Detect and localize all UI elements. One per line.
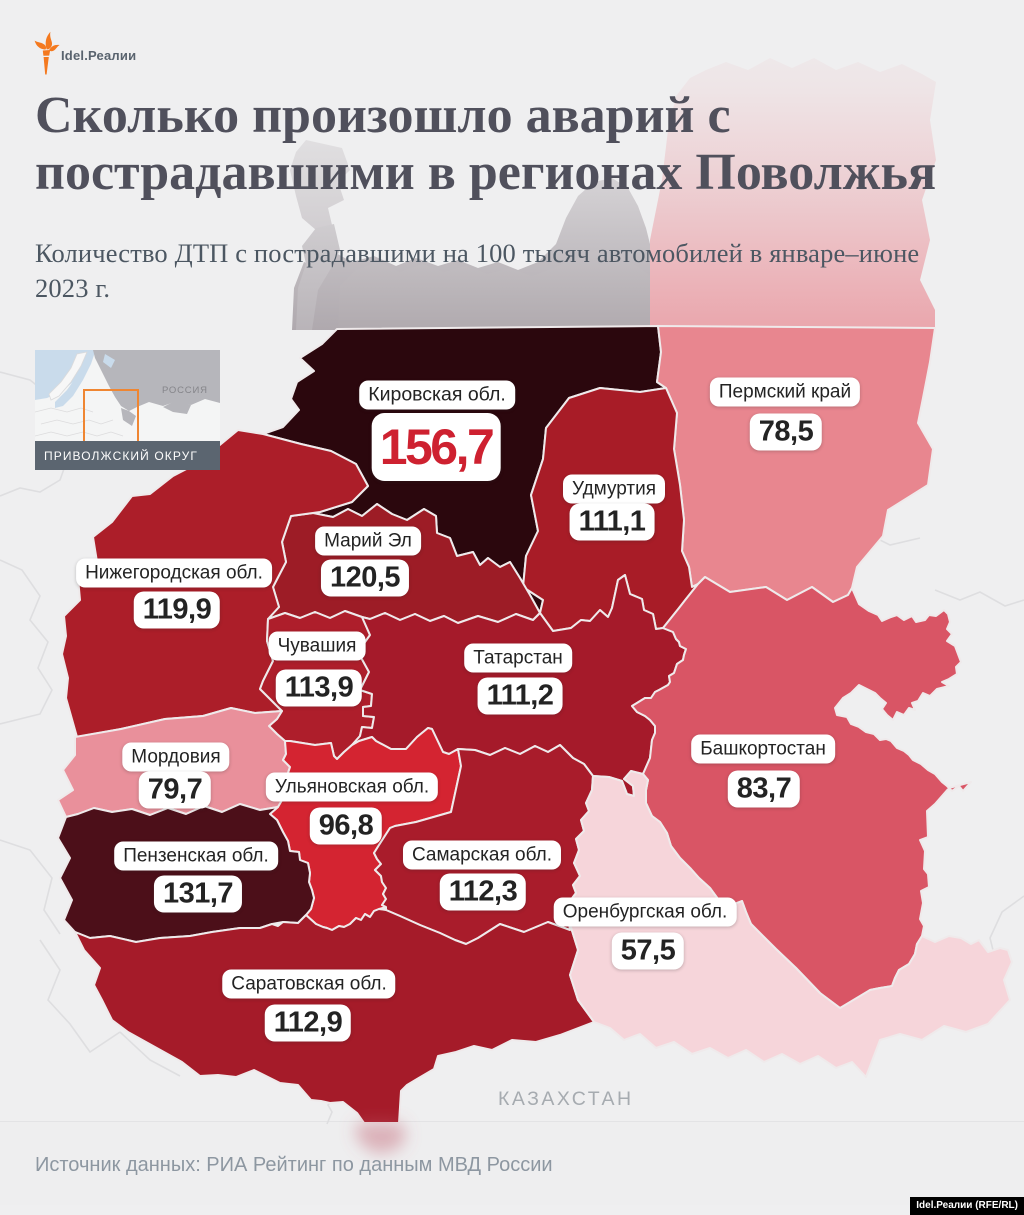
svg-text:ПРИВОЛЖСКИЙ ОКРУГ: ПРИВОЛЖСКИЙ ОКРУГ	[44, 448, 198, 463]
svg-text:РОССИЯ: РОССИЯ	[162, 385, 208, 396]
